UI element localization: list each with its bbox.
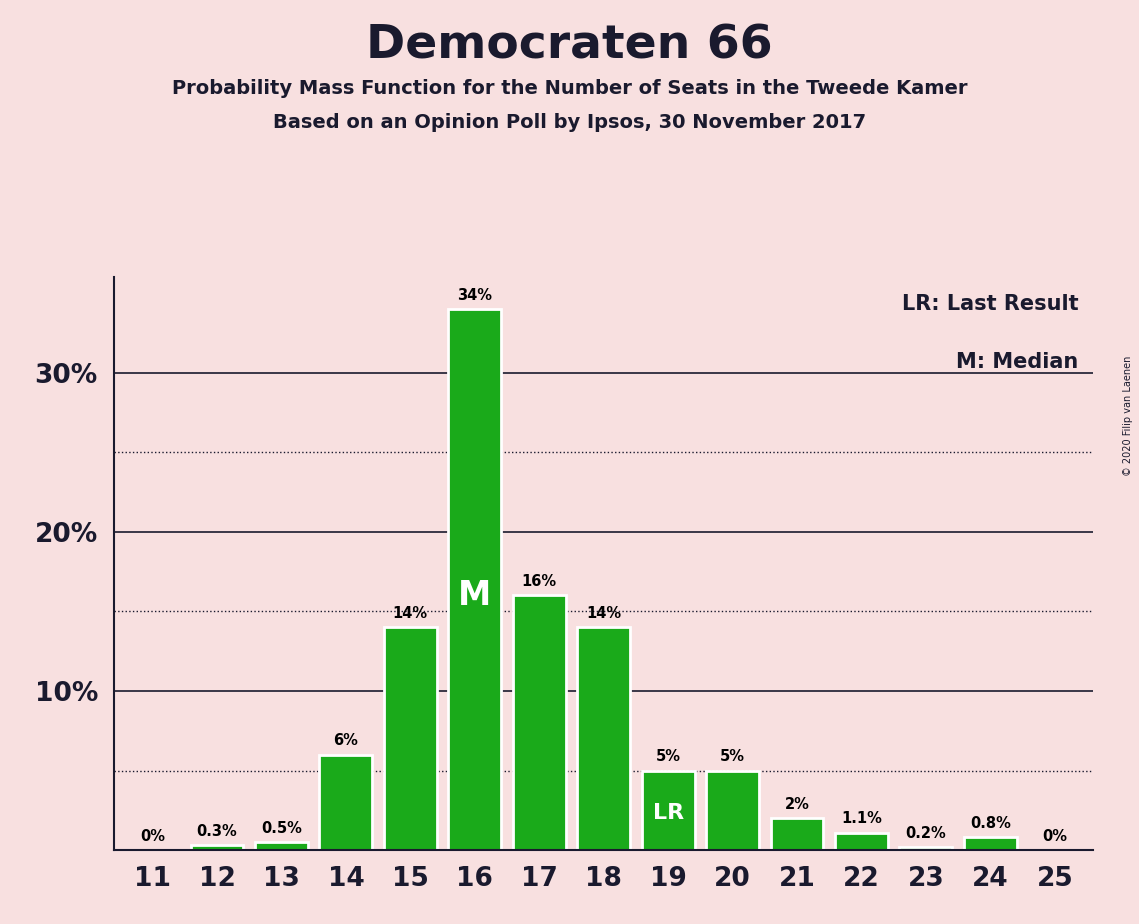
Text: 0.3%: 0.3%	[197, 824, 237, 839]
Bar	[964, 837, 1017, 850]
Text: 0%: 0%	[1042, 829, 1067, 844]
Bar	[900, 847, 952, 850]
Text: Based on an Opinion Poll by Ipsos, 30 November 2017: Based on an Opinion Poll by Ipsos, 30 No…	[273, 113, 866, 132]
Bar	[384, 627, 436, 850]
Text: 14%: 14%	[587, 606, 621, 621]
Bar	[190, 845, 244, 850]
Text: M: M	[458, 579, 491, 613]
Text: Probability Mass Function for the Number of Seats in the Tweede Kamer: Probability Mass Function for the Number…	[172, 79, 967, 98]
Bar	[771, 819, 823, 850]
Text: 14%: 14%	[393, 606, 428, 621]
Text: M: Median: M: Median	[957, 352, 1079, 371]
Text: Democraten 66: Democraten 66	[366, 23, 773, 68]
Text: 0%: 0%	[140, 829, 165, 844]
Bar	[835, 833, 888, 850]
Text: LR: Last Result: LR: Last Result	[902, 295, 1079, 314]
Text: 34%: 34%	[457, 287, 492, 303]
Bar	[706, 771, 759, 850]
Bar	[641, 771, 695, 850]
Bar	[255, 842, 308, 850]
Text: 16%: 16%	[522, 574, 557, 590]
Text: 2%: 2%	[785, 796, 810, 812]
Text: 0.8%: 0.8%	[970, 816, 1010, 831]
Text: 5%: 5%	[656, 749, 681, 764]
Text: 5%: 5%	[720, 749, 745, 764]
Bar	[449, 309, 501, 850]
Bar	[319, 755, 372, 850]
Text: LR: LR	[653, 803, 683, 822]
Text: 6%: 6%	[334, 734, 359, 748]
Text: 1.1%: 1.1%	[841, 811, 882, 826]
Text: 0.5%: 0.5%	[261, 821, 302, 835]
Text: 0.2%: 0.2%	[906, 825, 947, 841]
Bar	[577, 627, 630, 850]
Bar	[513, 595, 566, 850]
Text: © 2020 Filip van Laenen: © 2020 Filip van Laenen	[1123, 356, 1133, 476]
